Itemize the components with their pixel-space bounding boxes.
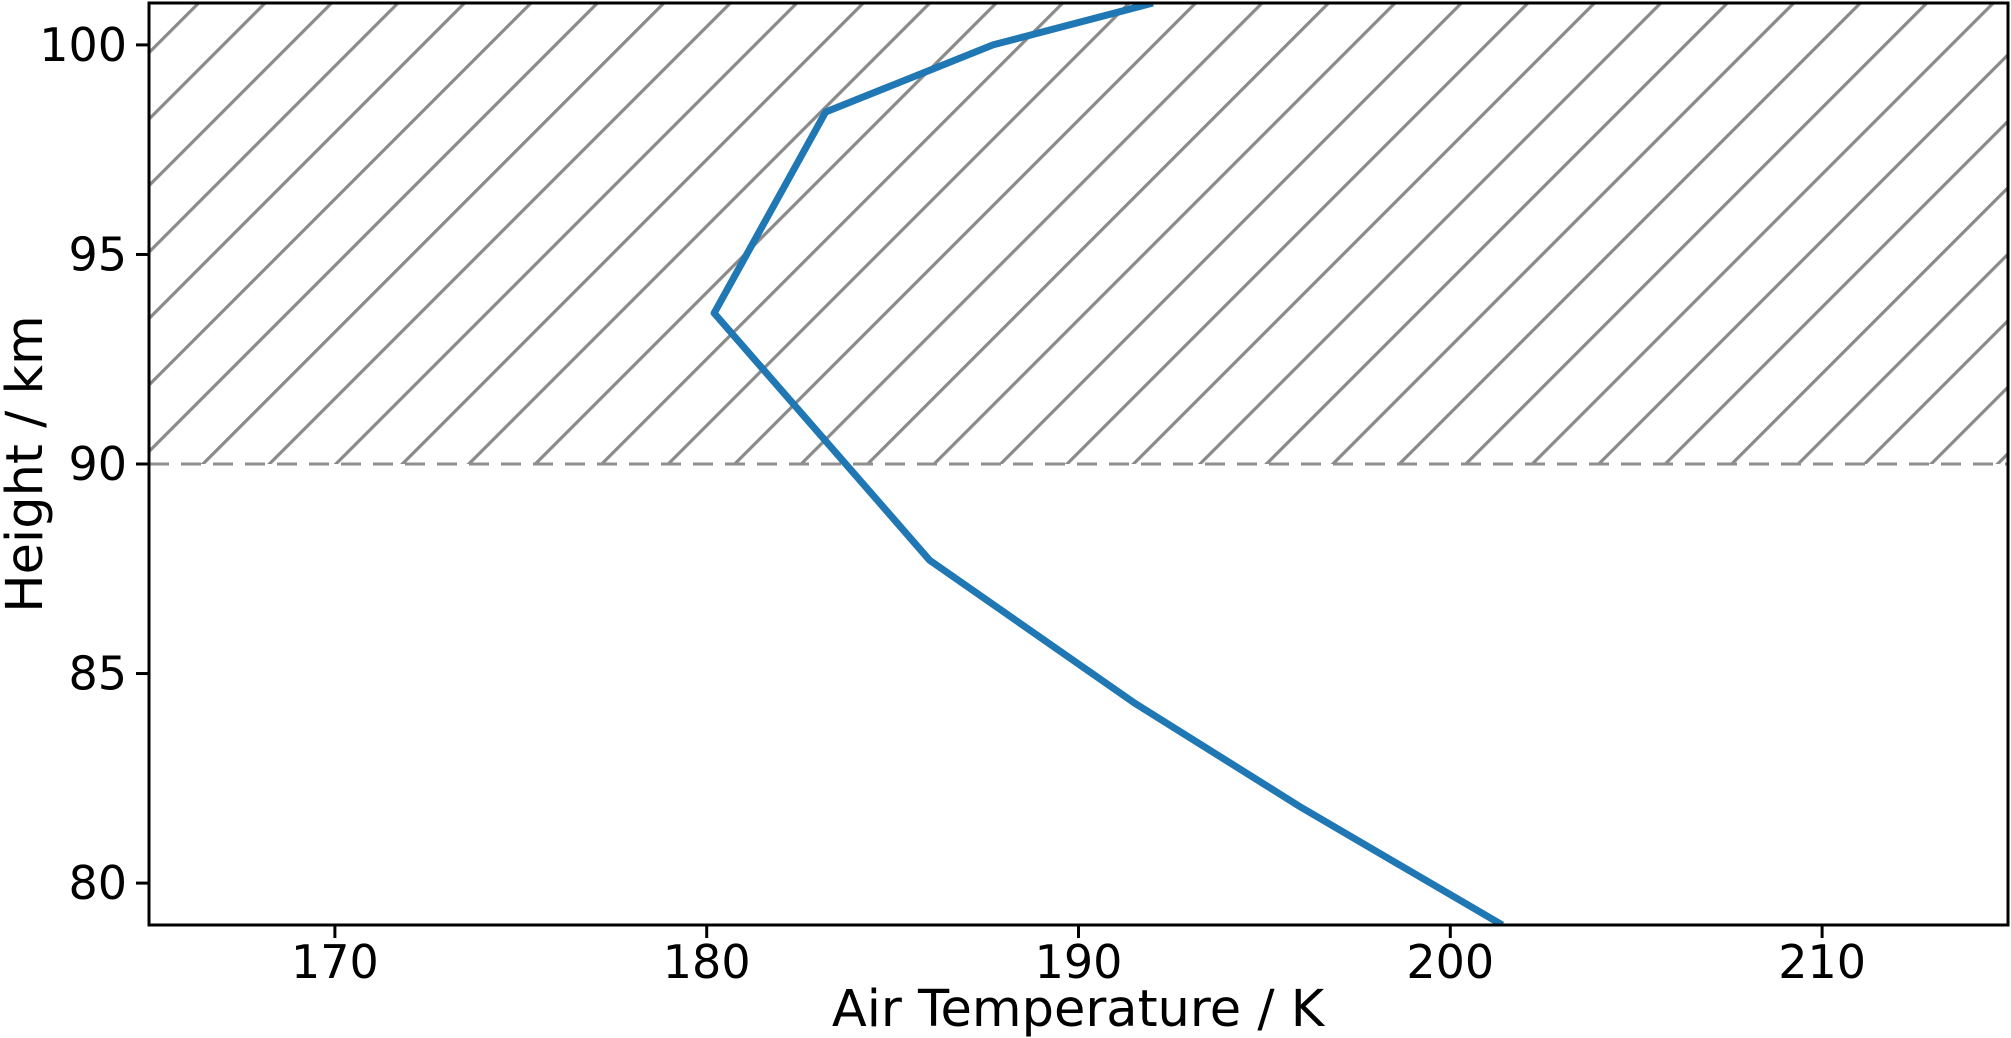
y-ticks-group: 80 85 90 95 100 [39,18,149,910]
temperature-profile-line [710,3,1505,925]
x-tick-label: 190 [1035,935,1123,989]
y-tick-label: 95 [68,227,127,281]
y-tick-label: 80 [68,856,127,910]
y-tick-label: 100 [39,18,127,72]
x-tick-label: 210 [1778,935,1866,989]
y-axis-label: Height / km [0,315,55,612]
y-tick-label: 90 [68,437,127,491]
x-ticks-group: 170 180 190 200 210 [291,925,1866,989]
x-tick-label: 200 [1406,935,1494,989]
hatched-region [149,3,2008,464]
hatched-region-group [149,3,2008,464]
x-tick-label: 180 [663,935,751,989]
series-group [710,3,1505,925]
y-tick-label: 85 [68,647,127,701]
x-axis-label: Air Temperature / K [832,980,1326,1038]
x-tick-label: 170 [291,935,379,989]
